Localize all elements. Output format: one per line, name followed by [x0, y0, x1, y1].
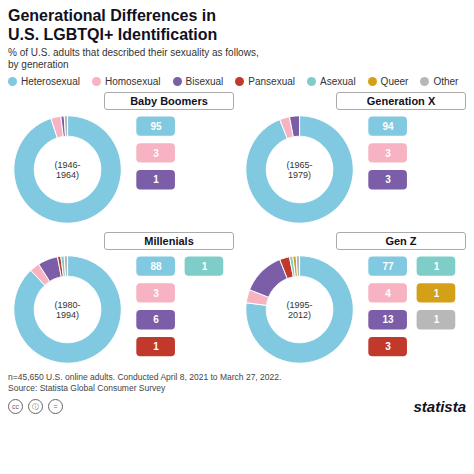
- svg-text:3: 3: [153, 288, 159, 299]
- svg-text:(1980-1994): (1980-1994): [55, 300, 81, 321]
- html-text:Baby Boomers: Baby Boomers: [130, 95, 208, 107]
- svg-text:4: 4: [385, 288, 391, 299]
- svg-text:1: 1: [153, 341, 159, 352]
- svg-text:95: 95: [151, 121, 163, 132]
- html-text:Queer: Queer: [380, 76, 409, 87]
- html-text:Homosexual: Homosexual: [104, 76, 161, 87]
- html-text:Gen Z: Gen Z: [385, 235, 417, 247]
- svg-text:3: 3: [385, 341, 391, 352]
- svg-text:13: 13: [383, 314, 395, 325]
- html-text:Heterosexual: Heterosexual: [21, 76, 80, 87]
- svg-text:1: 1: [434, 288, 440, 299]
- html-text:Generational Differences in U.: Generational Differences in U.S. LGBTQI+…: [8, 7, 218, 43]
- html-text:Pansexual: Pansexual: [248, 76, 295, 87]
- svg-text:1: 1: [153, 174, 159, 185]
- svg-text:3: 3: [153, 148, 159, 159]
- html-text:n=45,650 U.S. online adults. C: n=45,650 U.S. online adults. Conducted A…: [8, 372, 282, 393]
- svg-text:(1995-2012): (1995-2012): [287, 300, 313, 321]
- html-text:Asexual: Asexual: [320, 76, 356, 87]
- svg-text:88: 88: [151, 261, 163, 272]
- svg-text:77: 77: [383, 261, 395, 272]
- html-text:Generation X: Generation X: [366, 95, 436, 107]
- html-text:Other: Other: [433, 76, 459, 87]
- svg-text:(1965-1979): (1965-1979): [287, 160, 313, 181]
- html-text:cc: cc: [12, 403, 19, 410]
- svg-text:1: 1: [434, 314, 440, 325]
- html-text:statista: statista: [413, 398, 466, 415]
- svg-text:(1946-1964): (1946-1964): [55, 160, 81, 181]
- svg-text:3: 3: [385, 174, 391, 185]
- html-text:Bisexual: Bisexual: [185, 76, 224, 87]
- html-text:% of U.S. adults that describe: % of U.S. adults that described their se…: [8, 47, 259, 70]
- svg-text:6: 6: [153, 314, 159, 325]
- svg-text:1: 1: [202, 261, 208, 272]
- svg-text:1: 1: [434, 261, 440, 272]
- svg-text:3: 3: [385, 148, 391, 159]
- html-text:Millenials: Millenials: [144, 235, 194, 247]
- svg-text:94: 94: [383, 121, 395, 132]
